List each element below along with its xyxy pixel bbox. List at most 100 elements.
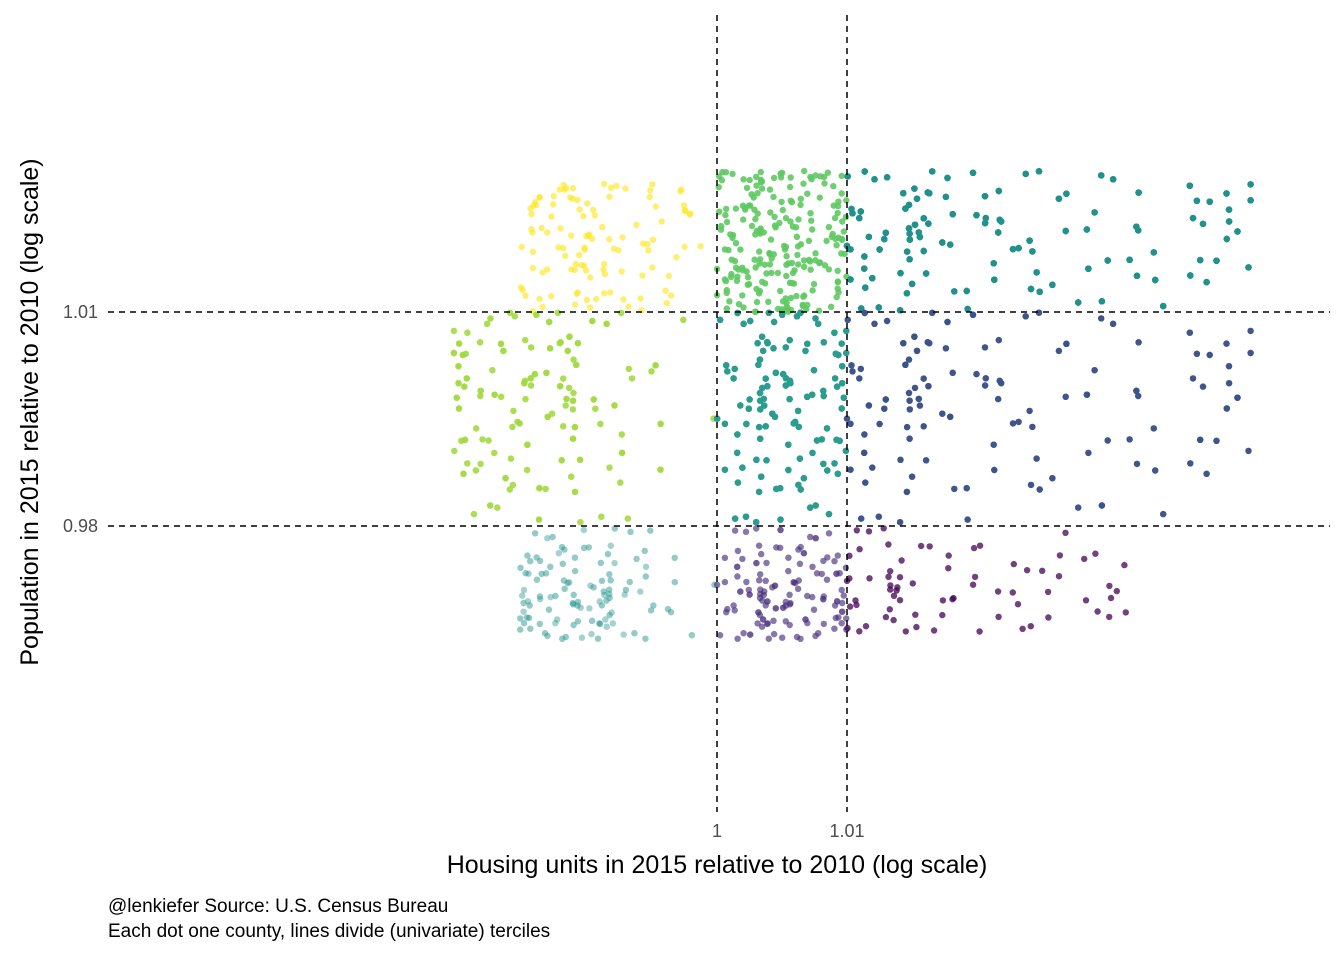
county-point: [777, 526, 784, 534]
county-point: [574, 602, 581, 609]
county-point: [1009, 420, 1017, 427]
county-point: [753, 559, 760, 567]
county-point: [523, 614, 530, 621]
county-point: [905, 356, 913, 363]
county-point: [1234, 394, 1241, 401]
county-point: [734, 563, 741, 570]
county-point: [618, 449, 626, 456]
county-point: [804, 340, 811, 347]
county-point: [533, 576, 541, 583]
county-point: [964, 305, 971, 313]
county-point: [881, 405, 888, 412]
county-point: [858, 515, 865, 522]
county-point: [609, 620, 617, 627]
county-point: [561, 585, 568, 592]
county-point: [671, 578, 678, 586]
county-point: [969, 169, 977, 176]
county-point: [667, 609, 675, 616]
county-point: [586, 605, 593, 612]
county-point: [603, 597, 610, 604]
county-point: [645, 247, 652, 254]
county-point: [657, 420, 664, 427]
county-point: [606, 236, 613, 243]
county-point: [642, 573, 649, 580]
county-point: [600, 588, 607, 595]
county-point: [606, 571, 613, 578]
county-point: [830, 183, 837, 190]
county-point: [786, 601, 794, 608]
county-point: [820, 557, 827, 565]
county-point: [607, 577, 614, 584]
county-point: [944, 318, 951, 326]
county-point: [769, 584, 776, 591]
county-point: [755, 542, 763, 549]
county-point: [606, 586, 613, 593]
county-point: [637, 295, 644, 302]
county-point: [600, 588, 607, 595]
county-point: [562, 633, 569, 641]
county-point: [536, 593, 544, 600]
county-point: [604, 550, 612, 558]
county-point: [544, 229, 551, 236]
county-point: [734, 563, 741, 570]
county-point: [554, 616, 561, 623]
county-point: [858, 305, 865, 312]
county-point: [839, 599, 846, 607]
county-point: [520, 608, 527, 615]
county-point: [812, 535, 819, 542]
county-point: [885, 541, 892, 548]
county-point: [730, 602, 737, 609]
county-point: [520, 620, 528, 627]
county-point: [991, 466, 998, 474]
county-point: [524, 552, 531, 559]
county-point: [792, 579, 799, 587]
county-point: [1036, 486, 1043, 493]
county-point: [565, 384, 573, 392]
county-point: [757, 590, 764, 598]
county-point: [594, 635, 602, 642]
county-point: [539, 269, 546, 276]
county-point: [757, 397, 764, 404]
county-point: [839, 599, 846, 607]
county-point: [624, 515, 631, 522]
county-point: [538, 224, 545, 232]
county-point: [1056, 552, 1064, 559]
county-point: [793, 633, 801, 641]
county-point: [541, 630, 549, 637]
county-point: [900, 340, 907, 347]
county-point: [834, 552, 841, 559]
county-point: [620, 631, 627, 638]
county-point: [520, 586, 528, 594]
county-point: [756, 611, 764, 619]
county-point: [939, 239, 946, 246]
county-point: [525, 570, 532, 577]
county-point: [570, 591, 577, 598]
county-point: [607, 577, 614, 584]
county-point: [561, 546, 568, 553]
county-point: [547, 593, 554, 601]
county-point: [536, 620, 543, 628]
county-point: [840, 592, 847, 599]
county-point: [606, 571, 613, 578]
county-point: [784, 308, 792, 315]
county-point: [604, 550, 612, 558]
county-point: [785, 441, 792, 448]
county-point: [795, 577, 802, 584]
county-point: [883, 174, 891, 181]
county-point: [650, 602, 657, 609]
county-point: [559, 560, 566, 567]
county-point: [1098, 298, 1106, 305]
county-point: [833, 383, 841, 390]
caption-line-source: @lenkiefer Source: U.S. Census Bureau: [108, 896, 449, 917]
county-point: [770, 345, 777, 352]
county-point: [502, 475, 509, 482]
county-point: [455, 363, 462, 370]
county-point: [558, 543, 566, 551]
county-point: [569, 185, 577, 192]
county-point: [782, 382, 789, 389]
county-point: [995, 395, 1002, 403]
county-point: [786, 279, 794, 286]
county-point: [560, 577, 568, 584]
county-point: [1063, 190, 1070, 197]
county-point: [527, 558, 534, 565]
